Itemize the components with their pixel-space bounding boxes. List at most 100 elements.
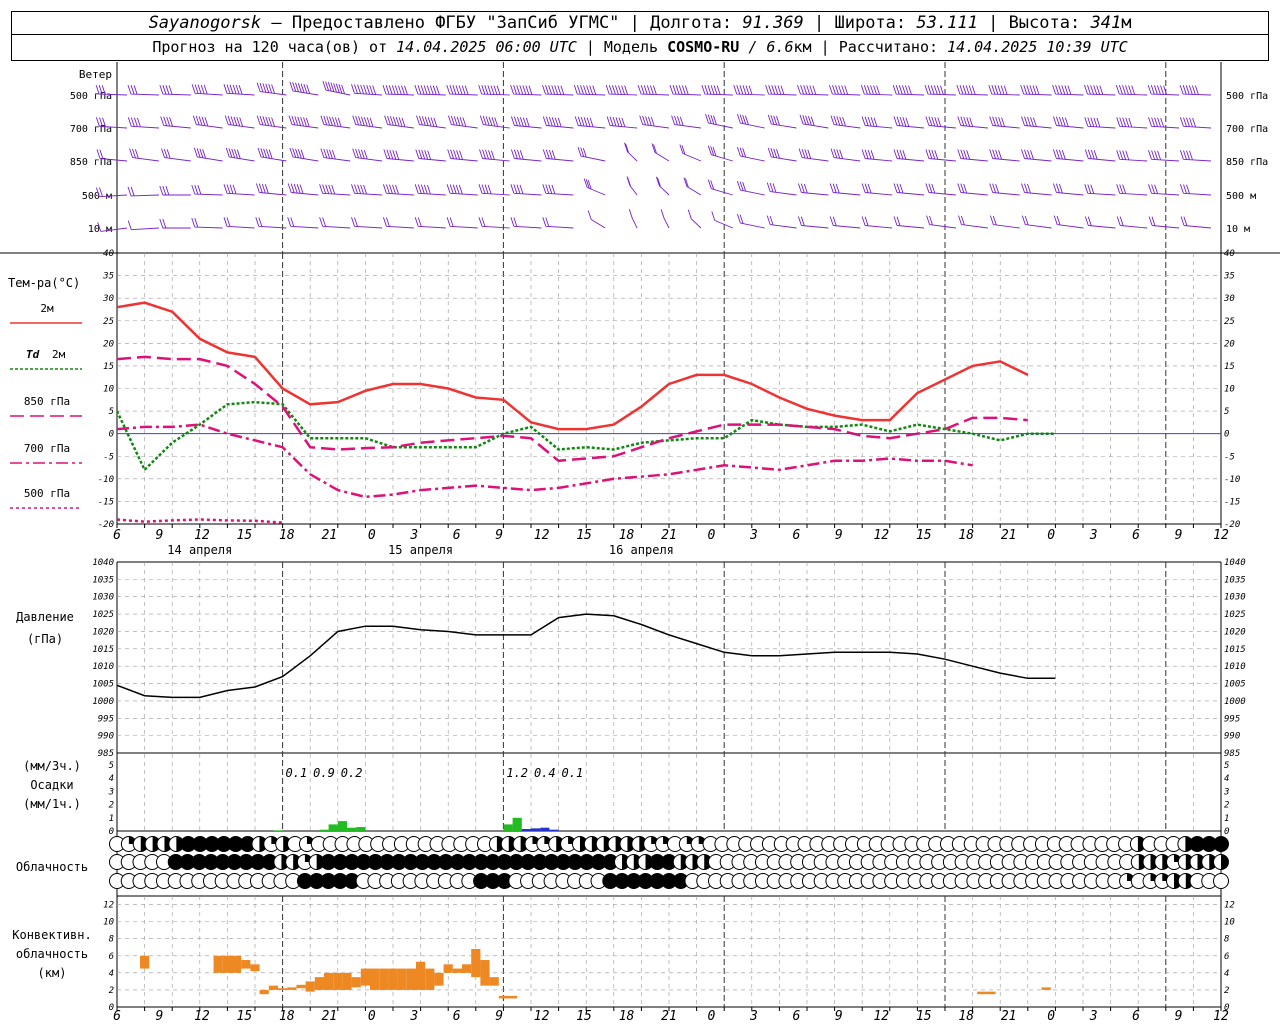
conv-bar <box>333 972 343 990</box>
x-hour-label-bottom: 21 <box>661 1009 677 1024</box>
x-hour-label-bottom: 9 <box>495 1009 503 1024</box>
wind-barb <box>1084 149 1116 162</box>
wind-barb <box>767 114 797 129</box>
wind-barb <box>861 149 893 162</box>
x-hour-label-temp: 15 <box>916 528 932 543</box>
wind-barb <box>1116 216 1148 229</box>
wind-panel: Ветер 500 гПа 500 гПа 700 гПа 700 гПа 850 гП… <box>70 68 1268 235</box>
temp-ytick-left: -15 <box>98 497 114 507</box>
cloud-circle <box>1213 873 1229 889</box>
wind-barb <box>224 115 255 129</box>
wind-barb <box>191 84 223 96</box>
precip-unit-1h: (мм/1ч.) <box>23 797 81 811</box>
wind-level-left: 850 гПа <box>70 157 112 168</box>
prec-ytick-left: 2 <box>109 801 114 811</box>
x-hour-label-temp: 9 <box>1175 528 1183 543</box>
x-hour-label-temp: 15 <box>237 528 253 543</box>
pres-ytick-left: 1025 <box>92 610 114 620</box>
wind-barb <box>382 84 414 96</box>
prec-ytick-right: 4 <box>1224 774 1229 784</box>
sep-2: | <box>813 13 825 33</box>
wind-barb <box>736 146 765 162</box>
wind-barb <box>701 84 733 96</box>
wind-barb <box>510 84 542 96</box>
wind-barb <box>97 222 128 232</box>
x-hour-label-bottom: 6 <box>453 1009 461 1024</box>
temp-series-td2m <box>115 400 1056 472</box>
temp-ytick-left: -5 <box>103 452 114 462</box>
wind-barb <box>319 217 351 229</box>
x-hour-label-temp: 18 <box>619 528 635 543</box>
conv-ytick-left: 4 <box>109 969 114 979</box>
legend-label-td-suffix: 2м <box>52 348 66 361</box>
wind-barb <box>925 149 956 162</box>
wind-barb <box>1020 84 1052 96</box>
wind-barb <box>510 149 542 162</box>
provider-text: Предоставлено ФГБУ "ЗапСиб УГМС" <box>291 13 620 33</box>
wind-barb <box>414 184 446 196</box>
wind-barb <box>95 187 128 198</box>
wind-barb <box>828 84 861 96</box>
prec-ytick-right: 1 <box>1224 814 1229 824</box>
wind-barb <box>893 183 925 196</box>
wind-barb <box>587 210 606 229</box>
wind-barb <box>573 84 606 96</box>
wind-barb <box>861 216 893 229</box>
x-hour-label-temp: 18 <box>958 528 974 543</box>
conv-ytick-right: 0 <box>1224 1003 1229 1013</box>
temp-series-t2m <box>116 301 1029 431</box>
conv-bar <box>140 955 150 969</box>
pres-ytick-left: 1005 <box>92 680 114 690</box>
temp-ytick-right: 20 <box>1224 339 1235 349</box>
wind-barb <box>479 149 510 162</box>
temp-ytick-left: 25 <box>103 317 114 327</box>
conv-bar <box>278 988 288 990</box>
wind-barb <box>447 115 478 129</box>
wind-barb <box>191 184 223 196</box>
conv-ytick-left: 6 <box>109 952 114 962</box>
wind-barb <box>797 84 829 96</box>
wind-barb <box>383 149 414 162</box>
wind-barb <box>1179 184 1212 196</box>
wind-barb <box>352 115 383 129</box>
wind-barb <box>478 84 510 96</box>
wind-title: Ветер <box>79 68 112 81</box>
conv-bar <box>259 989 269 995</box>
wind-barb <box>829 216 861 229</box>
conv-bar <box>232 955 242 973</box>
wind-barb <box>829 183 861 196</box>
header-dash: – <box>271 13 282 33</box>
precip-unit-3h: (мм/3ч.) <box>23 759 81 773</box>
wind-barb <box>989 183 1020 196</box>
wind-barb <box>382 184 414 196</box>
wind-barb <box>988 84 1020 96</box>
conv-ytick-right: 12 <box>1224 901 1235 911</box>
x-hour-label-bottom: 6 <box>792 1009 800 1024</box>
wind-barb <box>707 145 733 162</box>
x-hour-label-bottom: 0 <box>1047 1009 1055 1024</box>
model-resolution-unit: км <box>793 38 812 56</box>
conv-bar <box>452 968 462 973</box>
wind-barb <box>1021 149 1052 162</box>
x-hour-label-bottom: 3 <box>749 1009 758 1024</box>
cloud-symbol <box>583 836 600 852</box>
wind-barb <box>478 217 510 229</box>
precip-title: Осадки <box>30 778 73 792</box>
wind-barb <box>319 184 351 196</box>
wind-barb <box>893 216 925 229</box>
model-resolution: / 6.6 <box>748 38 794 56</box>
temp-ytick-right: 25 <box>1224 317 1235 327</box>
cloud-half <box>1221 854 1229 870</box>
temp-ytick-right: 35 <box>1223 272 1235 282</box>
wind-barb <box>797 216 829 229</box>
pres-ytick-right: 1010 <box>1224 662 1246 672</box>
conv-bar <box>397 968 407 990</box>
pres-ytick-left: 995 <box>98 714 114 724</box>
wind-barb <box>1084 216 1116 229</box>
cloud-symbol <box>690 836 707 852</box>
sep-1: | <box>629 13 640 33</box>
wind-barb <box>1084 117 1116 129</box>
wind-barb <box>1147 84 1180 96</box>
pres-ytick-left: 1030 <box>92 593 114 603</box>
longitude-value: 91.369 <box>742 13 804 33</box>
